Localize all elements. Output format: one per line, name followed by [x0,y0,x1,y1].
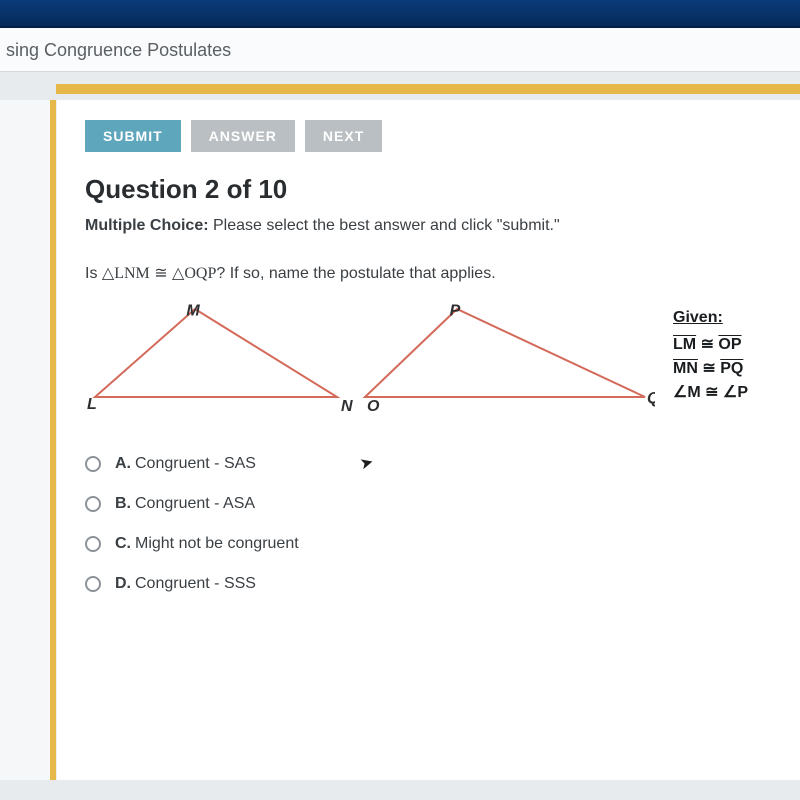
lesson-title: sing Congruence Postulates [6,40,231,60]
accent-bar [56,84,800,94]
congruent-symbol: ≅ [150,265,172,282]
given-heading: Given: [673,309,748,327]
triangle-lnm: △LNM [102,265,150,282]
prompt-pre: Is [85,265,102,282]
choice-c[interactable]: C.Might not be congruent [85,535,776,553]
label-n: N [341,398,353,415]
mc-prefix: Multiple Choice: [85,217,209,234]
triangles-svg: M L N O P Q [85,301,655,419]
mc-rest: Please select the best answer and click … [209,217,560,234]
choice-d-label: D.Congruent - SSS [115,575,256,593]
radio-b[interactable] [85,496,101,512]
triangle-oqp-shape [365,309,645,397]
radio-c[interactable] [85,536,101,552]
prompt-post: ? If so, name the postulate that applies… [216,265,495,282]
choice-a[interactable]: A.Congruent - SAS [85,455,776,473]
question-title: Question 2 of 10 [85,174,776,205]
answer-button[interactable]: ANSWER [191,120,295,152]
choice-b[interactable]: B.Congruent - ASA [85,495,776,513]
given-line-1: LM ≅ OP [673,333,748,357]
triangle-oqp: △OQP [172,265,216,282]
window-title-bar [0,0,800,28]
choice-c-label: C.Might not be congruent [115,535,299,553]
choices: A.Congruent - SAS B.Congruent - ASA C.Mi… [85,455,776,593]
question-prompt: Is △LNM ≅ △OQP? If so, name the postulat… [85,263,776,283]
label-q: Q [647,390,655,407]
label-m: M [186,302,200,319]
multiple-choice-instruction: Multiple Choice: Please select the best … [85,217,776,235]
question-panel: SUBMIT ANSWER NEXT Question 2 of 10 Mult… [56,100,800,780]
radio-d[interactable] [85,576,101,592]
triangle-lnm-shape [95,309,337,397]
given-line-3: ∠M ≅ ∠P [673,381,748,405]
radio-a[interactable] [85,456,101,472]
label-p: P [450,302,461,319]
next-button[interactable]: NEXT [305,120,382,152]
submit-button[interactable]: SUBMIT [85,120,181,152]
lesson-header: sing Congruence Postulates [0,28,800,72]
triangles-figure: M L N O P Q Given: LM ≅ OP MN ≅ PQ [85,301,776,419]
choice-d[interactable]: D.Congruent - SSS [85,575,776,593]
button-row: SUBMIT ANSWER NEXT [85,120,776,152]
left-gutter [0,100,56,780]
choice-a-label: A.Congruent - SAS [115,455,256,473]
given-line-2: MN ≅ PQ [673,357,748,381]
label-l: L [87,396,97,413]
given-box: Given: LM ≅ OP MN ≅ PQ ∠M ≅ ∠P [673,301,748,405]
choice-b-label: B.Congruent - ASA [115,495,255,513]
content-wrap: SUBMIT ANSWER NEXT Question 2 of 10 Mult… [0,100,800,780]
label-o: O [367,398,380,415]
